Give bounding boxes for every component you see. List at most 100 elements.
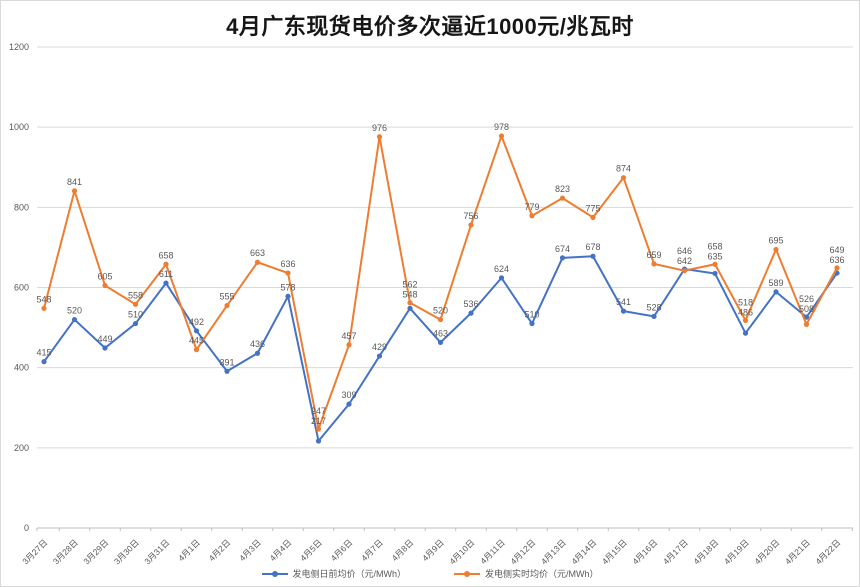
- data-label-day-ahead: 528: [646, 302, 661, 312]
- x-tick-label: 3月30日: [112, 537, 141, 566]
- x-tick-label: 4月22日: [813, 537, 842, 566]
- data-point-marker: [224, 302, 230, 309]
- data-point-marker: [773, 289, 779, 295]
- data-point-marker: [620, 175, 627, 181]
- data-label-day-ahead: 510: [524, 310, 539, 320]
- data-label-realtime: 841: [67, 177, 82, 187]
- data-point-marker: [803, 314, 810, 320]
- data-label-realtime: 695: [768, 235, 783, 245]
- data-point-marker: [41, 359, 47, 365]
- x-tick-label: 4月14日: [569, 537, 598, 566]
- series-line-day-ahead: [43, 255, 838, 443]
- data-label-day-ahead: 646: [677, 246, 692, 256]
- data-point-marker: [132, 320, 139, 327]
- x-tick-label: 3月27日: [20, 537, 49, 566]
- y-tick-label: 600: [14, 283, 29, 293]
- y-tick-label: 1000: [9, 122, 29, 132]
- data-point-marker: [681, 268, 688, 274]
- y-tick-label: 400: [14, 363, 29, 373]
- data-point-marker: [803, 321, 810, 327]
- data-point-marker: [163, 280, 169, 286]
- chart-title: 4月广东现货电价多次逼近1000元/兆瓦时: [226, 14, 634, 39]
- y-tick-label: 800: [14, 202, 29, 212]
- data-point-marker: [559, 255, 566, 261]
- legend-line-marker-orange-icon: [454, 570, 480, 577]
- x-tick-label: 4月6日: [329, 537, 355, 563]
- data-point-marker: [132, 301, 139, 307]
- data-point-marker: [437, 339, 444, 346]
- x-tick-label: 4月17日: [661, 537, 690, 566]
- data-point-marker: [285, 293, 291, 299]
- data-point-marker: [590, 253, 596, 259]
- data-label-day-ahead: 449: [97, 334, 112, 344]
- x-tick-label: 4月4日: [268, 537, 294, 563]
- data-label-realtime: 658: [707, 241, 722, 251]
- legend-line-marker-blue-icon: [261, 570, 288, 577]
- data-point-marker: [773, 246, 779, 253]
- x-tick-label: 4月8日: [390, 537, 416, 563]
- data-label-realtime: 562: [402, 280, 417, 290]
- data-label-day-ahead: 510: [128, 310, 143, 320]
- x-tick-label: 4月1日: [176, 537, 202, 563]
- y-tick-label: 200: [14, 443, 29, 453]
- x-tick-label: 4月7日: [359, 537, 385, 563]
- legend-item-realtime-price: 发电侧实时均价（元/MWh）: [454, 567, 599, 580]
- x-tick-label: 4月13日: [539, 537, 568, 566]
- x-tick-label: 4月3日: [237, 537, 263, 563]
- data-label-realtime: 508: [799, 304, 814, 314]
- data-label-realtime: 874: [616, 164, 631, 174]
- data-point-marker: [529, 320, 535, 327]
- data-point-marker: [620, 308, 627, 314]
- data-point-marker: [102, 345, 108, 351]
- x-tick-label: 4月15日: [600, 537, 629, 566]
- data-point-marker: [102, 282, 108, 289]
- data-label-day-ahead: 415: [36, 348, 51, 358]
- data-label-day-ahead: 624: [494, 264, 509, 274]
- data-point-marker: [742, 317, 749, 323]
- x-tick-label: 4月11日: [478, 537, 507, 566]
- data-label-day-ahead: 463: [433, 328, 448, 338]
- data-label-realtime: 659: [646, 250, 661, 260]
- data-label-day-ahead: 578: [280, 282, 295, 292]
- data-label-day-ahead: 492: [189, 317, 204, 327]
- data-label-realtime: 445: [189, 336, 204, 346]
- data-label-realtime: 457: [341, 331, 356, 341]
- data-point-marker: [71, 188, 78, 194]
- data-label-realtime: 518: [738, 297, 753, 307]
- x-tick-label: 4月16日: [630, 537, 659, 566]
- data-label-realtime: 520: [433, 306, 448, 316]
- data-point-marker: [254, 350, 261, 356]
- data-label-day-ahead: 678: [585, 242, 600, 252]
- data-label-realtime: 976: [372, 123, 387, 133]
- legend-label-day-ahead: 发电侧日前均价（元/MWh）: [292, 569, 407, 579]
- data-point-marker: [163, 261, 169, 267]
- data-label-realtime: 756: [463, 211, 478, 221]
- data-label-realtime: 775: [585, 203, 600, 213]
- data-label-day-ahead: 520: [67, 306, 82, 316]
- data-label-day-ahead: 548: [402, 290, 417, 300]
- data-point-marker: [254, 259, 261, 265]
- x-tick-label: 4月21日: [783, 537, 812, 566]
- x-tick-label: 4月10日: [447, 537, 476, 566]
- x-tick-label: 4月12日: [508, 537, 537, 566]
- x-tick-label: 4月9日: [420, 537, 446, 563]
- data-label-day-ahead: 589: [768, 278, 783, 288]
- data-label-realtime: 658: [158, 250, 173, 260]
- data-point-marker: [498, 275, 505, 281]
- data-label-realtime: 636: [280, 259, 295, 269]
- y-tick-label: 0: [24, 523, 29, 533]
- data-label-realtime: 978: [494, 122, 509, 132]
- y-tick-label: 1200: [9, 42, 29, 52]
- x-tick-label: 4月20日: [752, 537, 781, 566]
- chart-legend: 发电侧日前均价（元/MWh） 发电侧实时均价（元/MWh）: [1, 567, 859, 580]
- x-tick-label: 4月18日: [691, 537, 720, 566]
- data-point-marker: [834, 265, 840, 271]
- data-point-marker: [41, 305, 47, 311]
- data-point-marker: [376, 353, 383, 359]
- data-label-day-ahead: 486: [738, 307, 753, 317]
- data-label-realtime: 247: [311, 406, 326, 416]
- data-label-day-ahead: 541: [616, 297, 631, 307]
- data-point-marker: [559, 195, 566, 201]
